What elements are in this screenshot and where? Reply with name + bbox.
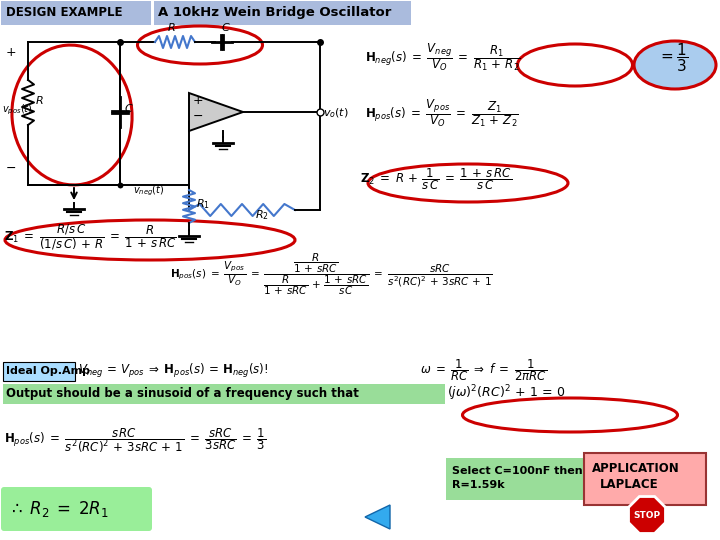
Text: −: − bbox=[193, 110, 204, 123]
FancyBboxPatch shape bbox=[154, 1, 411, 25]
FancyBboxPatch shape bbox=[3, 384, 445, 404]
Text: R=1.59k: R=1.59k bbox=[452, 480, 505, 490]
Text: +: + bbox=[193, 94, 204, 107]
Text: $\mathbf{H}_{pos}(s)\;=\;\dfrac{sRC}{s^2(RC)^2\,+\,3sRC\,+\,1}\;=\;\dfrac{sRC}{3: $\mathbf{H}_{pos}(s)\;=\;\dfrac{sRC}{s^2… bbox=[4, 427, 266, 455]
Text: APPLICATION: APPLICATION bbox=[592, 462, 680, 475]
Text: LAPLACE: LAPLACE bbox=[600, 478, 659, 491]
FancyBboxPatch shape bbox=[3, 362, 75, 381]
Polygon shape bbox=[629, 496, 665, 534]
FancyBboxPatch shape bbox=[1, 487, 152, 531]
Text: Output should be a sinusoid of a frequency such that: Output should be a sinusoid of a frequen… bbox=[6, 387, 359, 400]
Text: C: C bbox=[222, 23, 230, 33]
Text: A 10kHz Wein Bridge Oscillator: A 10kHz Wein Bridge Oscillator bbox=[158, 6, 392, 19]
Text: $\mathbf{Z}_1\;=\;\dfrac{R/s\,C}{(1/s\,C)\,+\,R}\;=\;\dfrac{R}{1\,+\,s\,RC}$: $\mathbf{Z}_1\;=\;\dfrac{R/s\,C}{(1/s\,C… bbox=[4, 222, 176, 252]
Text: $v_{pos}(t)$: $v_{pos}(t)$ bbox=[2, 103, 32, 117]
Text: $\mathbf{H}_{neg}(s)\;=\;\dfrac{V_{neg}}{V_O}\;=\;\dfrac{R_1}{R_1\,+\,R_2}$: $\mathbf{H}_{neg}(s)\;=\;\dfrac{V_{neg}}… bbox=[365, 42, 521, 73]
Text: R: R bbox=[168, 23, 176, 33]
Text: $\therefore\;R_2\;=\;2R_1$: $\therefore\;R_2\;=\;2R_1$ bbox=[8, 499, 109, 519]
Text: $v_{neg}(t)$: $v_{neg}(t)$ bbox=[133, 184, 164, 198]
Text: $\mathbf{Z}_2\;=\;R\,+\,\dfrac{1}{s\,C}\;=\;\dfrac{1\,+\,s\,RC}{s\,C}$: $\mathbf{Z}_2\;=\;R\,+\,\dfrac{1}{s\,C}\… bbox=[360, 166, 512, 192]
FancyBboxPatch shape bbox=[584, 453, 706, 505]
FancyBboxPatch shape bbox=[446, 458, 585, 500]
Text: DESIGN EXAMPLE: DESIGN EXAMPLE bbox=[6, 6, 122, 19]
Text: C: C bbox=[125, 104, 132, 114]
Text: $=\dfrac{1}{3}$: $=\dfrac{1}{3}$ bbox=[658, 41, 688, 74]
Text: $R_1$: $R_1$ bbox=[196, 197, 210, 211]
Text: −: − bbox=[6, 162, 17, 175]
Text: $v_o(t)$: $v_o(t)$ bbox=[323, 106, 348, 120]
Text: $\mathbf{H}_{pos}(s)\;=\;\dfrac{V_{pos}}{V_O}\;=\;\dfrac{Z_1}{Z_1\,+\,Z_2}$: $\mathbf{H}_{pos}(s)\;=\;\dfrac{V_{pos}}… bbox=[365, 97, 518, 129]
Text: $R_2$: $R_2$ bbox=[255, 208, 269, 222]
Ellipse shape bbox=[634, 41, 716, 89]
FancyBboxPatch shape bbox=[1, 1, 151, 25]
Text: STOP: STOP bbox=[634, 511, 660, 521]
Text: Select C=100nF then: Select C=100nF then bbox=[452, 466, 582, 476]
Text: $\omega\;=\;\dfrac{1}{RC}\;\Rightarrow\;f\;=\;\dfrac{1}{2\pi RC}$: $\omega\;=\;\dfrac{1}{RC}\;\Rightarrow\;… bbox=[420, 357, 547, 383]
Text: R: R bbox=[36, 96, 44, 106]
Text: $V_{neg}\,=\,V_{pos}\;\Rightarrow\;\mathbf{H}_{pos}(s)\,=\,\mathbf{H}_{neg}(s)!$: $V_{neg}\,=\,V_{pos}\;\Rightarrow\;\math… bbox=[78, 362, 268, 380]
Polygon shape bbox=[365, 505, 390, 529]
Text: $(j\omega)^2(RC)^2\,+\,1\,=\,0$: $(j\omega)^2(RC)^2\,+\,1\,=\,0$ bbox=[447, 383, 566, 403]
Text: Ideal Op.Amp: Ideal Op.Amp bbox=[6, 366, 90, 376]
Polygon shape bbox=[189, 93, 243, 131]
Text: +: + bbox=[6, 46, 17, 59]
Text: $\mathbf{H}_{pos}(s)\;=\;\dfrac{V_{pos}}{V_O}\;=\;\dfrac{\dfrac{R}{1\,+\,sRC}}{\: $\mathbf{H}_{pos}(s)\;=\;\dfrac{V_{pos}}… bbox=[170, 251, 492, 296]
